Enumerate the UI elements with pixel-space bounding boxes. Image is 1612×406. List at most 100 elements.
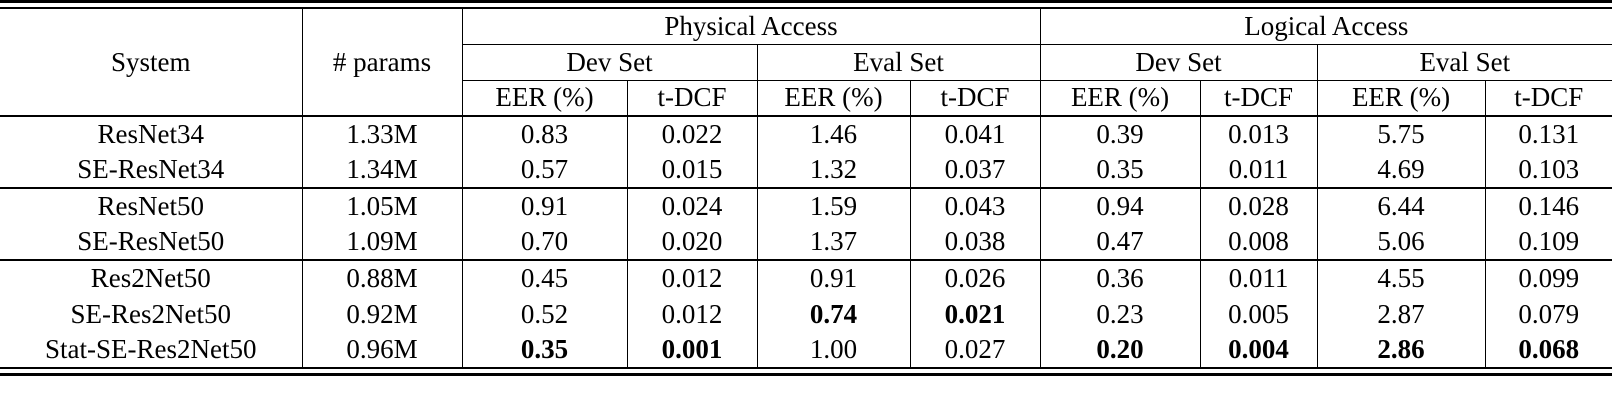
system-name: ResNet50 (97, 191, 204, 221)
param-count: 1.33M (301, 116, 462, 152)
metric-value: 0.131 (1484, 116, 1612, 152)
table-row: Res2Net50 0.88M 0.45 0.012 0.91 0.026 0.36 0.01… (0, 260, 1612, 296)
row-group-resnet50: ResNet50 1.05M 0.91 0.024 1.59 0.043 0.94 0.028… (0, 188, 1612, 260)
header-la-dev-tdcf: t-DCF (1199, 79, 1318, 116)
metric-value: 2.86 (1316, 332, 1486, 368)
system-name: SE-Res2Net50 (70, 298, 231, 329)
header-pa-dev-eer: EER (%) (461, 79, 627, 116)
metric-value: 6.44 (1316, 188, 1486, 224)
header-system: System (110, 46, 191, 77)
header-la-eval-eer: EER (%) (1316, 79, 1486, 116)
metric-value: 0.068 (1484, 332, 1612, 368)
system-name: Stat-SE-Res2Net50 (45, 334, 257, 364)
metric-value: 0.021 (909, 296, 1041, 332)
system-name: ResNet34 (97, 119, 204, 149)
metric-value: 0.022 (626, 116, 757, 152)
metric-value: 0.47 (1039, 224, 1201, 260)
metric-value: 0.36 (1039, 260, 1201, 296)
table-row: ResNet34 1.33M 0.83 0.022 1.46 0.041 0.39 0.013… (0, 116, 1612, 152)
header-params: # params (301, 8, 462, 116)
metric-value: 0.35 (1039, 152, 1201, 188)
metric-value: 0.008 (1199, 224, 1318, 260)
metric-value: 0.013 (1199, 116, 1318, 152)
metric-value: 0.015 (626, 152, 757, 188)
metric-value: 5.75 (1316, 116, 1486, 152)
metric-value: 0.23 (1039, 296, 1201, 332)
metric-value: 0.024 (626, 188, 757, 224)
system-name: SE-ResNet50 (77, 226, 225, 256)
header-la-eval-tdcf: t-DCF (1484, 79, 1612, 116)
metric-value: 0.099 (1484, 260, 1612, 296)
table-row: SE-Res2Net50 0.92M 0.52 0.012 0.74 0.021 0.23 0… (0, 296, 1612, 332)
param-count: 0.88M (301, 260, 462, 296)
metric-value: 0.35 (461, 332, 627, 368)
metric-value: 0.027 (909, 332, 1041, 368)
metric-value: 0.043 (909, 188, 1041, 224)
metric-value: 0.041 (909, 116, 1041, 152)
header-pa-eval-tdcf: t-DCF (909, 79, 1041, 116)
header-pa-dev-tdcf: t-DCF (626, 79, 757, 116)
metric-value: 0.004 (1199, 332, 1318, 368)
metric-value: 0.079 (1484, 296, 1612, 332)
header-la-dev-eer: EER (%) (1039, 79, 1201, 116)
table-row: ResNet50 1.05M 0.91 0.024 1.59 0.043 0.94 0.028… (0, 188, 1612, 224)
metric-value: 0.001 (626, 332, 757, 368)
metric-value: 0.52 (461, 296, 627, 332)
metric-value: 0.39 (1039, 116, 1201, 152)
metric-value: 0.109 (1484, 224, 1612, 260)
metric-value: 0.94 (1039, 188, 1201, 224)
table-row: SE-ResNet34 1.34M 0.57 0.015 1.32 0.037 0.35 0.… (0, 152, 1612, 188)
metric-value: 0.83 (461, 116, 627, 152)
param-count: 0.92M (301, 296, 462, 332)
metric-value: 5.06 (1316, 224, 1486, 260)
metric-value: 0.011 (1199, 260, 1318, 296)
metric-value: 0.70 (461, 224, 627, 260)
metric-value: 4.55 (1316, 260, 1486, 296)
metric-value: 0.012 (626, 296, 757, 332)
header-la-dev-set: Dev Set (1039, 43, 1318, 80)
metric-value: 0.005 (1199, 296, 1318, 332)
header-row-sets: Dev Set Eval Set Dev Set Eval Set (0, 43, 1612, 80)
metric-value: 0.038 (909, 224, 1041, 260)
row-group-res2net50: Res2Net50 0.88M 0.45 0.012 0.91 0.026 0.36 0.01… (0, 260, 1612, 368)
metric-value: 0.20 (1039, 332, 1201, 368)
param-count: 1.09M (301, 224, 462, 260)
metric-value: 1.32 (756, 152, 910, 188)
row-group-resnet34: ResNet34 1.33M 0.83 0.022 1.46 0.041 0.39 0.013… (0, 116, 1612, 188)
header-pa-eval-eer: EER (%) (756, 79, 910, 116)
metric-value: 0.91 (756, 260, 910, 296)
param-count: 1.05M (301, 188, 462, 224)
table-row: Stat-SE-Res2Net50 0.96M 0.35 0.001 1.00 0.027… (0, 332, 1612, 368)
header-pa-eval-set: Eval Set (756, 43, 1041, 80)
system-name: Res2Net50 (90, 263, 211, 293)
metric-value: 0.011 (1199, 152, 1318, 188)
metric-value: 0.012 (626, 260, 757, 296)
header-pa-dev-set: Dev Set (461, 43, 757, 80)
metric-value: 4.69 (1316, 152, 1486, 188)
header-row-metrics: EER (%) t-DCF EER (%) t-DCF EER (%) t-DC… (0, 79, 1612, 116)
metric-value: 0.57 (461, 152, 627, 188)
header-logical-access: Logical Access (1039, 8, 1612, 44)
metric-value: 1.46 (756, 116, 910, 152)
metric-value: 0.45 (461, 260, 627, 296)
param-count: 1.34M (301, 152, 462, 188)
metric-value: 1.59 (756, 188, 910, 224)
header-row-access: System # params Physical Access Logical … (0, 8, 1612, 116)
metric-value: 0.74 (756, 296, 910, 332)
metric-value: 0.103 (1484, 152, 1612, 188)
metric-value: 1.00 (756, 332, 910, 368)
results-table-frame: System # params Physical Access Logical … (0, 0, 1612, 376)
metric-value: 0.91 (461, 188, 627, 224)
system-name: SE-ResNet34 (77, 154, 225, 184)
results-table: System # params Physical Access Logical … (0, 7, 1612, 369)
param-count: 0.96M (301, 332, 462, 368)
metric-value: 0.026 (909, 260, 1041, 296)
metric-value: 1.37 (756, 224, 910, 260)
header-la-eval-set: Eval Set (1316, 43, 1612, 80)
metric-value: 2.87 (1316, 296, 1486, 332)
metric-value: 0.037 (909, 152, 1041, 188)
header-physical-access: Physical Access (461, 8, 1041, 44)
metric-value: 0.028 (1199, 188, 1318, 224)
table-row: SE-ResNet50 1.09M 0.70 0.020 1.37 0.038 0.47 0.… (0, 224, 1612, 260)
